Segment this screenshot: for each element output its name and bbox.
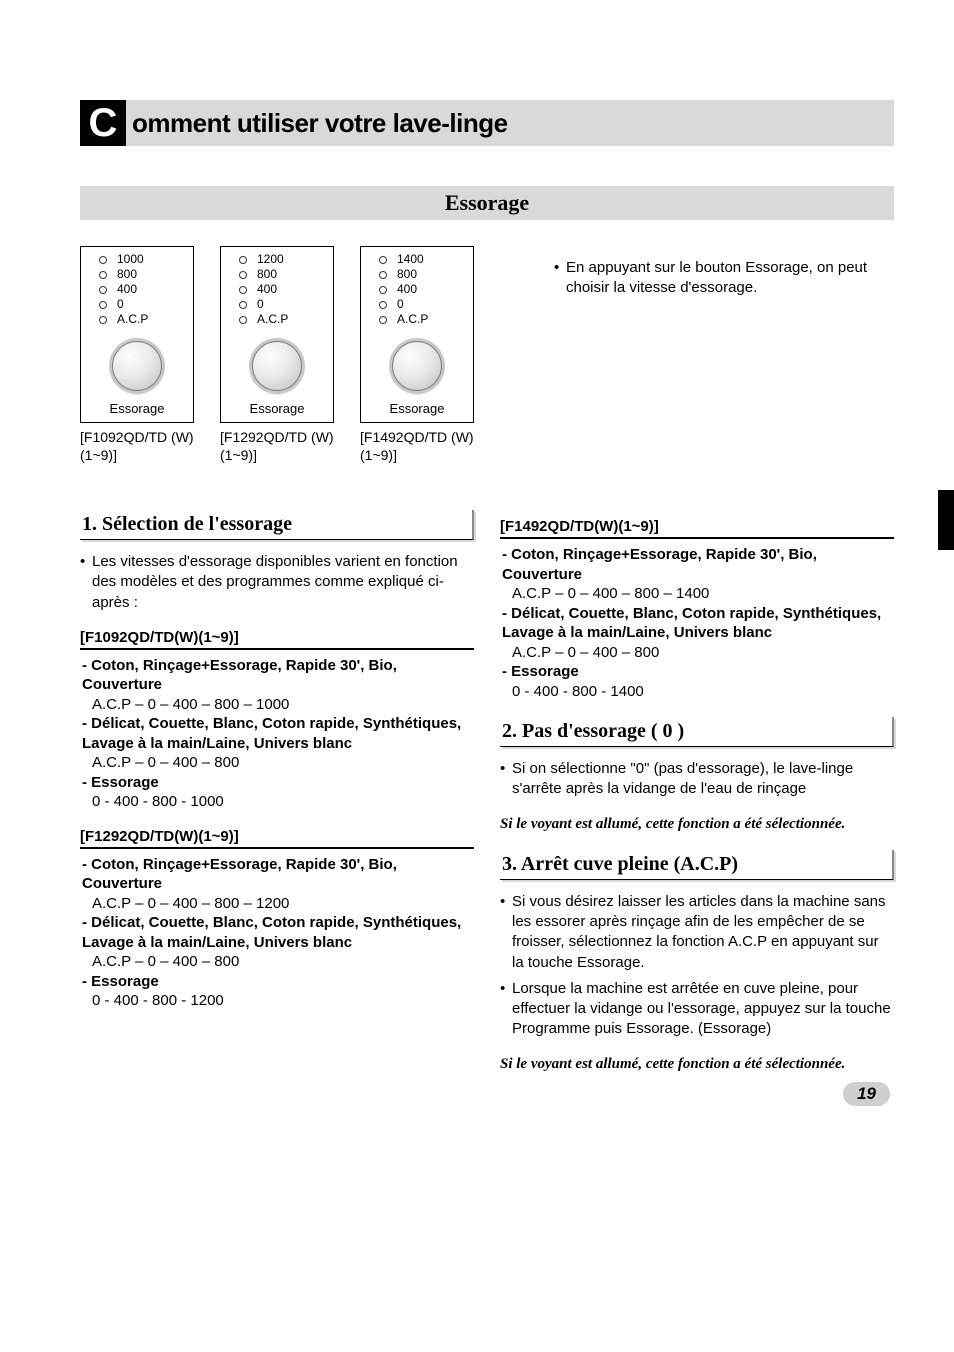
spin-option: 400 (99, 282, 187, 297)
right-column: [F1492QD/TD(W)(1~9)] - Coton, Rinçage+Es… (500, 494, 894, 1088)
section-bar-essorage: Essorage (80, 186, 894, 220)
section-2-heading: 2. Pas d'essorage ( 0 ) (500, 717, 894, 747)
model-label: [F1492QD/TD (W)(1~9)] (360, 429, 474, 464)
spin-option: 800 (99, 267, 187, 282)
spec-block: - Coton, Rinçage+Essorage, Rapide 30', B… (80, 855, 474, 1011)
model-label: [F1092QD/TD (W)(1~9)] (80, 429, 194, 464)
model-heading: [F1492QD/TD(W)(1~9)] (500, 516, 894, 539)
page-heading: C omment utiliser votre lave-linge (80, 100, 894, 146)
left-column: 1. Sélection de l'essorage • Les vitesse… (80, 494, 474, 1088)
section-3-bullet-b: • Lorsque la machine est arrêtée en cuve… (500, 979, 894, 1040)
spin-panel-1000: 1000 800 400 0 A.C.P Essorage (80, 246, 194, 423)
spin-option: 0 (239, 297, 327, 312)
spin-option: 0 (379, 297, 467, 312)
spin-option: 1000 (99, 252, 187, 267)
section-3-bullet-a: • Si vous désirez laisser les articles d… (500, 892, 894, 973)
section-1-intro: • Les vitesses d'essorage disponibles va… (80, 552, 474, 613)
spin-panel-1200: 1200 800 400 0 A.C.P Essorage (220, 246, 334, 423)
spin-option: A.C.P (99, 312, 187, 327)
spin-option: 1400 (379, 252, 467, 267)
section-3-heading: 3. Arrêt cuve pleine (A.C.P) (500, 850, 894, 880)
spin-knob-icon (252, 341, 302, 391)
spin-option: A.C.P (239, 312, 327, 327)
spin-option: A.C.P (379, 312, 467, 327)
model-heading: [F1292QD/TD(W)(1~9)] (80, 826, 474, 849)
spin-panel-1400: 1400 800 400 0 A.C.P Essorage (360, 246, 474, 423)
spin-knob-icon (112, 341, 162, 391)
section-3-note: Si le voyant est allumé, cette fonction … (500, 1054, 894, 1074)
spin-option: 400 (239, 282, 327, 297)
spin-option: 0 (99, 297, 187, 312)
drop-cap: C (80, 100, 126, 146)
spin-option: 800 (379, 267, 467, 282)
spin-panels-row: 1000 800 400 0 A.C.P Essorage [F1092QD/T… (80, 246, 474, 464)
spin-option: 400 (379, 282, 467, 297)
section-2-note: Si le voyant est allumé, cette fonction … (500, 814, 894, 834)
panel-label: Essorage (110, 401, 165, 416)
spin-knob-icon (392, 341, 442, 391)
thumb-tab (938, 490, 954, 550)
section-2-bullet: • Si on sélectionne "0" (pas d'essorage)… (500, 759, 894, 800)
spin-option: 1200 (239, 252, 327, 267)
model-heading: [F1092QD/TD(W)(1~9)] (80, 627, 474, 650)
intro-bullet: • En appuyant sur le bouton Essorage, on… (554, 258, 894, 299)
model-label: [F1292QD/TD (W)(1~9)] (220, 429, 334, 464)
spin-option: 800 (239, 267, 327, 282)
heading-text: omment utiliser votre lave-linge (126, 100, 894, 146)
page-number: 19 (843, 1082, 890, 1106)
panel-label: Essorage (250, 401, 305, 416)
panel-label: Essorage (390, 401, 445, 416)
spec-block: - Coton, Rinçage+Essorage, Rapide 30', B… (500, 545, 894, 701)
section-1-heading: 1. Sélection de l'essorage (80, 510, 474, 540)
spec-block: - Coton, Rinçage+Essorage, Rapide 30', B… (80, 656, 474, 812)
